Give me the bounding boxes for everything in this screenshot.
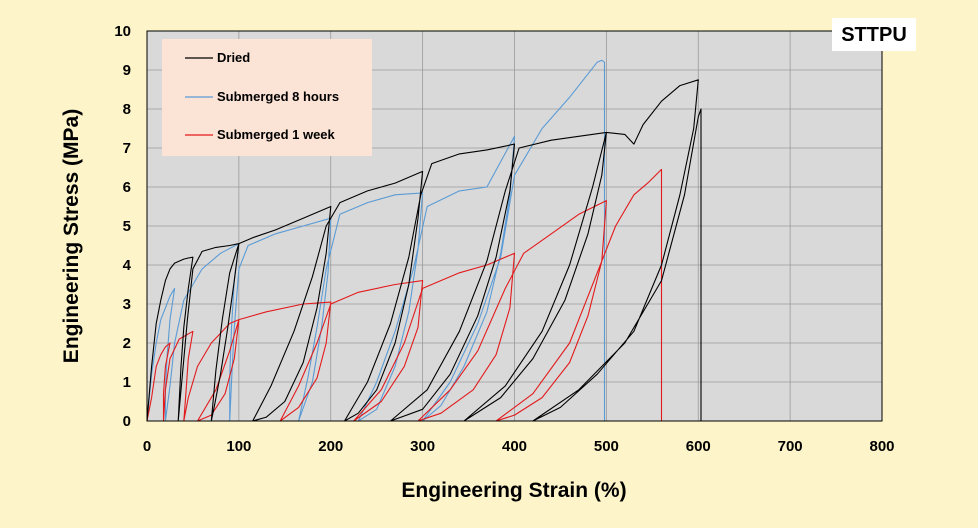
series-layer — [146, 59, 702, 422]
material-label-box — [832, 18, 916, 51]
series-line-submerged-8-hours — [146, 59, 606, 422]
y-tick-label: 7 — [123, 140, 131, 157]
y-tick-label: 5 — [123, 218, 131, 235]
legend-label-dried: Dried — [217, 50, 250, 65]
material-label-text: STTPU — [841, 24, 907, 46]
legend-label-submerged-8-hours: Submerged 8 hours — [217, 89, 339, 104]
x-tick-labels: 0 100 200 300 400 500 600 700 800 — [143, 438, 895, 455]
x-axis-title: Engineering Strain (%) — [401, 479, 626, 502]
series-line-dried — [146, 79, 702, 422]
y-axis-title: Engineering Stress (MPa) — [60, 109, 83, 363]
x-tick-label: 600 — [686, 438, 711, 455]
x-tick-label: 200 — [318, 438, 343, 455]
y-tick-label: 3 — [123, 296, 131, 313]
x-tick-label: 500 — [594, 438, 619, 455]
y-tick-label: 9 — [123, 62, 131, 79]
y-tick-label: 4 — [123, 257, 132, 274]
x-tick-label: 0 — [143, 438, 151, 455]
x-tick-label: 100 — [226, 438, 251, 455]
legend-label-submerged-1-week: Submerged 1 week — [217, 127, 336, 142]
y-tick-label: 1 — [123, 374, 131, 391]
y-tick-label: 10 — [114, 23, 131, 40]
legend: Dried Submerged 8 hours Submerged 1 week — [162, 39, 372, 156]
x-tick-label: 700 — [778, 438, 803, 455]
plot-frame — [146, 30, 883, 422]
y-tick-label: 2 — [123, 335, 131, 352]
y-tick-labels: 0 1 2 3 4 5 6 7 8 9 10 — [114, 23, 131, 430]
x-tick-label: 300 — [410, 438, 435, 455]
material-label: STTPU — [832, 18, 916, 51]
x-tick-label: 400 — [502, 438, 527, 455]
x-tick-label: 800 — [869, 438, 894, 455]
y-tick-label: 8 — [123, 101, 131, 118]
series-line-submerged-1-week — [146, 168, 663, 422]
y-tick-label: 6 — [123, 179, 131, 196]
y-tick-label: 0 — [123, 413, 131, 430]
